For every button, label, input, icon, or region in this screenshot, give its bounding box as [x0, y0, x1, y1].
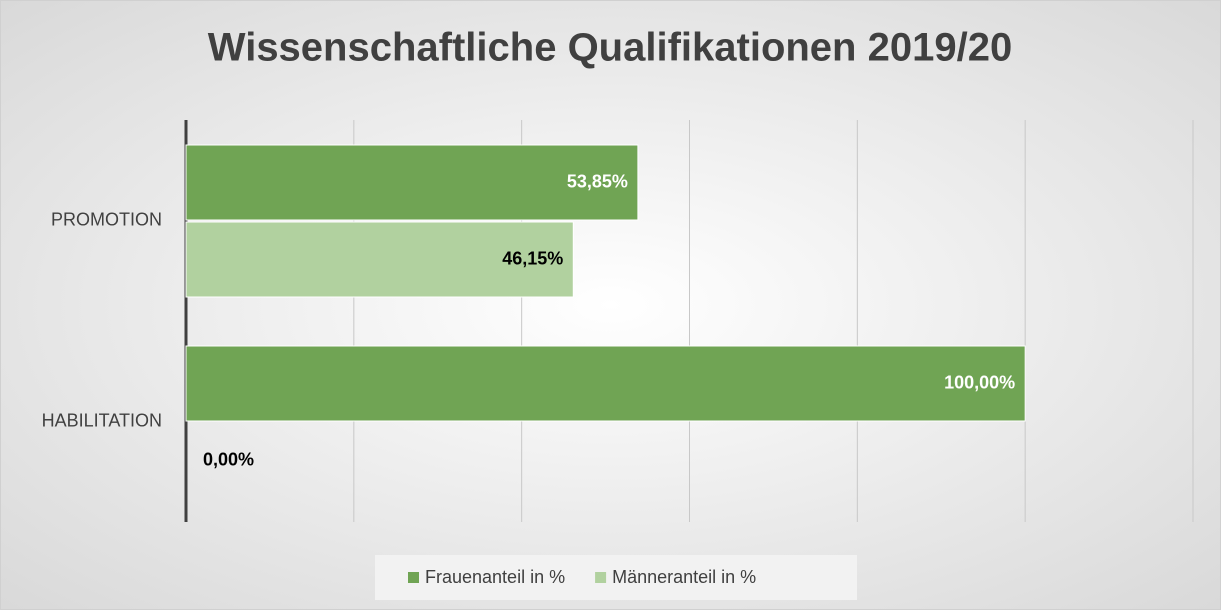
legend-marker [408, 572, 419, 583]
y-tick-label: HABILITATION [42, 410, 162, 430]
data-label: 46,15% [502, 248, 563, 268]
legend-marker [595, 572, 607, 583]
legend-box [375, 555, 857, 600]
data-label: 0,00% [203, 449, 254, 469]
legend-label: Frauenanteil in % [425, 567, 565, 587]
bar [185, 345, 1026, 422]
bar [185, 144, 639, 221]
data-label: 53,85% [567, 171, 628, 191]
chart-title: Wissenschaftliche Qualifikationen 2019/2… [208, 26, 1012, 70]
bar [185, 221, 574, 298]
data-label: 100,00% [944, 372, 1015, 392]
y-tick-label: PROMOTION [51, 209, 162, 229]
legend-label: Männeranteil in % [612, 567, 756, 587]
